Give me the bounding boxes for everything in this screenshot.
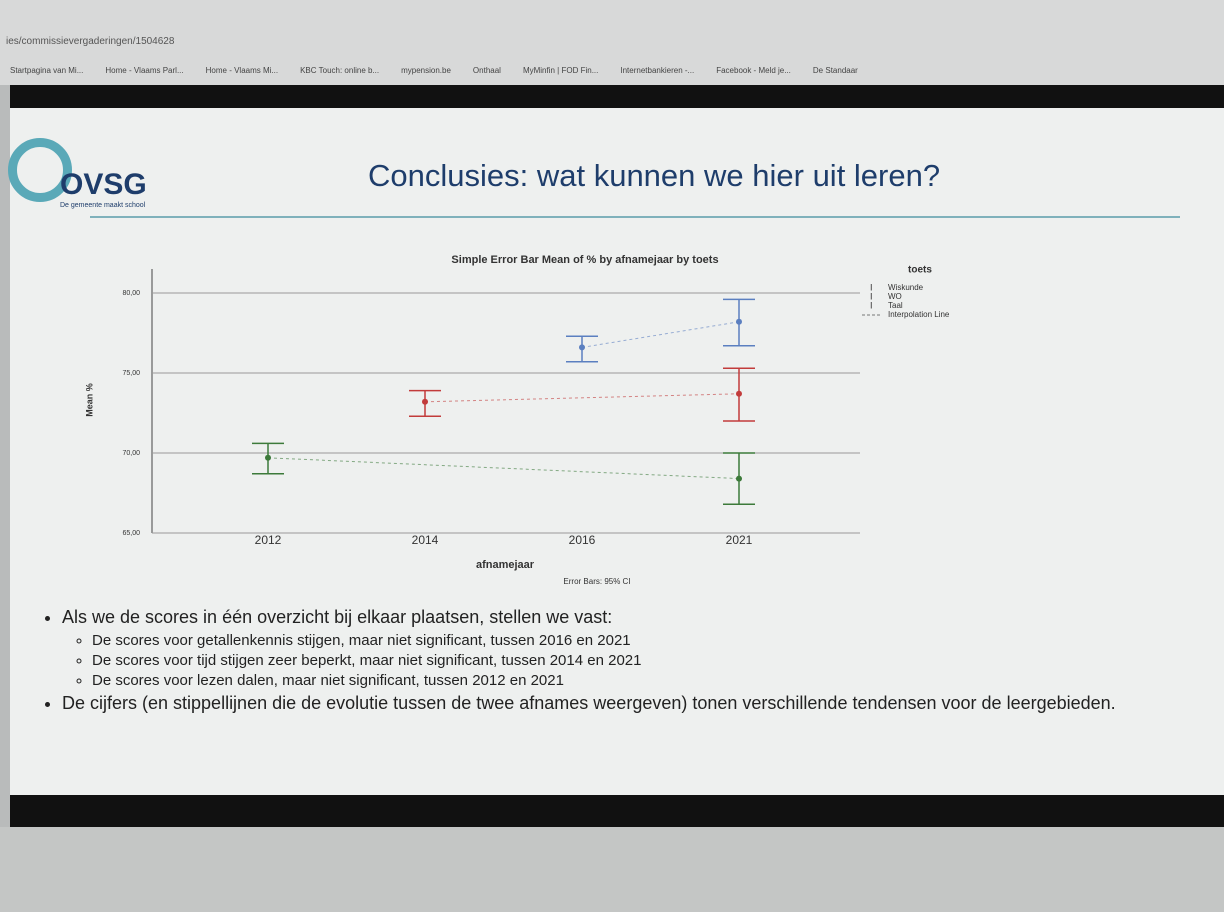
sub-list: De scores voor getallenkennis stijgen, m… (62, 632, 1224, 689)
sub-bullet: De scores voor tijd stijgen zeer beperkt… (92, 652, 1224, 669)
legend-label: Taal (888, 301, 903, 310)
sub-bullet: De scores voor lezen dalen, maar niet si… (92, 672, 1224, 689)
x-tick-label: 2012 (255, 533, 282, 547)
y-tick-label: 70,00 (122, 450, 140, 457)
legend-label: WO (888, 292, 902, 301)
y-tick-label: 65,00 (122, 530, 140, 537)
bullet-list: Als we de scores in één overzicht bij el… (40, 604, 1212, 717)
chart-title: Simple Error Bar Mean of % by afnamejaar… (451, 254, 718, 266)
legend-title: toets (908, 265, 932, 276)
footnote: Error Bars: 95% CI (563, 577, 630, 586)
legend-symbol: I (870, 300, 873, 310)
slide-footer-bar (10, 795, 1224, 827)
screen: ies/commissievergaderingen/1504628 Start… (0, 0, 1224, 912)
legend-label: Interpolation Line (888, 310, 950, 319)
y-tick-label: 75,00 (122, 370, 140, 377)
chart: Simple Error Bar Mean of % by afnamejaar… (0, 0, 1224, 600)
interpolation-line (582, 322, 739, 348)
desk (0, 827, 1224, 912)
interpolation-line (268, 458, 739, 479)
bullet: Als we de scores in één overzicht bij el… (62, 607, 1212, 689)
x-axis-label: afnamejaar (476, 559, 535, 571)
x-tick-label: 2014 (412, 533, 439, 547)
y-tick-label: 80,00 (122, 290, 140, 297)
x-tick-label: 2021 (726, 533, 753, 547)
interpolation-line (425, 394, 739, 402)
bullet: De cijfers (en stippellijnen die de evol… (62, 693, 1212, 714)
x-tick-label: 2016 (569, 533, 596, 547)
y-axis-label: Mean % (84, 383, 94, 417)
sub-bullet: De scores voor getallenkennis stijgen, m… (92, 632, 1224, 649)
legend-label: Wiskunde (888, 283, 924, 292)
